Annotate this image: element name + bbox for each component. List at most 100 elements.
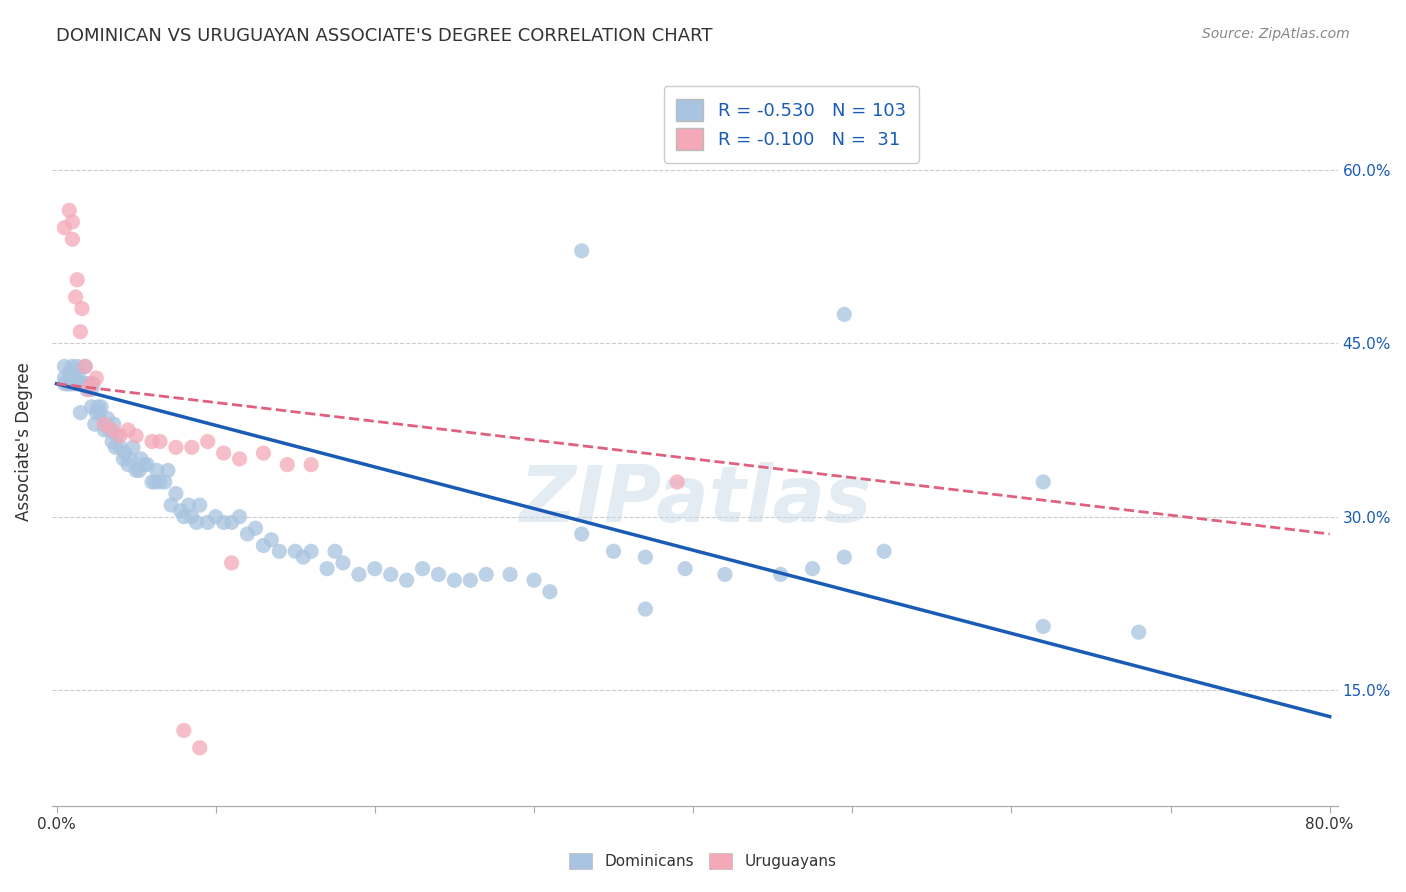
Point <box>380 567 402 582</box>
Point <box>56 376 79 391</box>
Point <box>188 740 211 755</box>
Point <box>332 556 354 570</box>
Point <box>62 371 84 385</box>
Point <box>634 602 657 616</box>
Point <box>538 584 561 599</box>
Point <box>165 486 187 500</box>
Point <box>84 406 107 420</box>
Point <box>69 325 91 339</box>
Point <box>129 451 152 466</box>
Point <box>80 376 103 391</box>
Point <box>125 463 148 477</box>
Point <box>53 376 76 391</box>
Point <box>177 498 200 512</box>
Point <box>65 290 87 304</box>
Point <box>93 417 115 432</box>
Point <box>90 400 112 414</box>
Point <box>112 451 135 466</box>
Point <box>475 567 498 582</box>
Point <box>98 423 121 437</box>
Point <box>62 215 84 229</box>
Point <box>188 498 211 512</box>
Point <box>395 573 418 587</box>
Point <box>153 475 176 489</box>
Point <box>197 434 219 449</box>
Point <box>141 475 163 489</box>
Point <box>443 573 465 587</box>
Point <box>458 573 481 587</box>
Point <box>221 516 243 530</box>
Point <box>122 440 145 454</box>
Point <box>82 376 104 391</box>
Point <box>93 417 115 432</box>
Point <box>108 440 131 454</box>
Point <box>221 556 243 570</box>
Point <box>180 440 202 454</box>
Point <box>180 509 202 524</box>
Point <box>89 406 111 420</box>
Point <box>160 498 183 512</box>
Point <box>316 562 339 576</box>
Point <box>53 359 76 374</box>
Point <box>69 376 91 391</box>
Point <box>173 723 195 738</box>
Point <box>299 458 322 472</box>
Point <box>666 475 689 489</box>
Point <box>53 371 76 385</box>
Point <box>58 203 80 218</box>
Point <box>427 567 450 582</box>
Point <box>228 509 250 524</box>
Point <box>77 376 100 391</box>
Point <box>132 458 155 472</box>
Point <box>1032 475 1054 489</box>
Point <box>83 417 105 432</box>
Point <box>70 376 93 391</box>
Point <box>105 428 128 442</box>
Point <box>93 423 115 437</box>
Point <box>59 376 82 391</box>
Point <box>212 446 235 460</box>
Legend: Dominicans, Uruguayans: Dominicans, Uruguayans <box>564 847 842 875</box>
Point <box>75 376 97 391</box>
Point <box>108 428 131 442</box>
Point <box>70 301 93 316</box>
Point <box>62 376 84 391</box>
Point <box>117 423 139 437</box>
Point <box>252 539 274 553</box>
Point <box>228 451 250 466</box>
Point <box>149 475 172 489</box>
Point <box>523 573 546 587</box>
Point <box>136 458 159 472</box>
Point <box>69 406 91 420</box>
Point <box>769 567 792 582</box>
Point <box>276 458 298 472</box>
Point <box>169 504 191 518</box>
Point <box>1128 625 1150 640</box>
Point <box>245 521 267 535</box>
Point <box>96 411 118 425</box>
Point <box>299 544 322 558</box>
Point <box>117 458 139 472</box>
Point <box>571 527 593 541</box>
Point <box>204 509 226 524</box>
Point <box>236 527 259 541</box>
Point <box>212 516 235 530</box>
Point <box>284 544 307 558</box>
Point <box>87 400 110 414</box>
Point <box>66 359 89 374</box>
Point <box>65 365 87 379</box>
Point <box>76 383 98 397</box>
Point <box>673 562 696 576</box>
Point <box>364 562 387 576</box>
Point <box>125 428 148 442</box>
Point <box>104 440 127 454</box>
Point <box>80 383 103 397</box>
Text: Source: ZipAtlas.com: Source: ZipAtlas.com <box>1202 27 1350 41</box>
Point <box>173 509 195 524</box>
Point <box>66 273 89 287</box>
Point <box>165 440 187 454</box>
Point <box>65 376 87 391</box>
Point <box>714 567 737 582</box>
Point <box>58 376 80 391</box>
Point <box>75 359 97 374</box>
